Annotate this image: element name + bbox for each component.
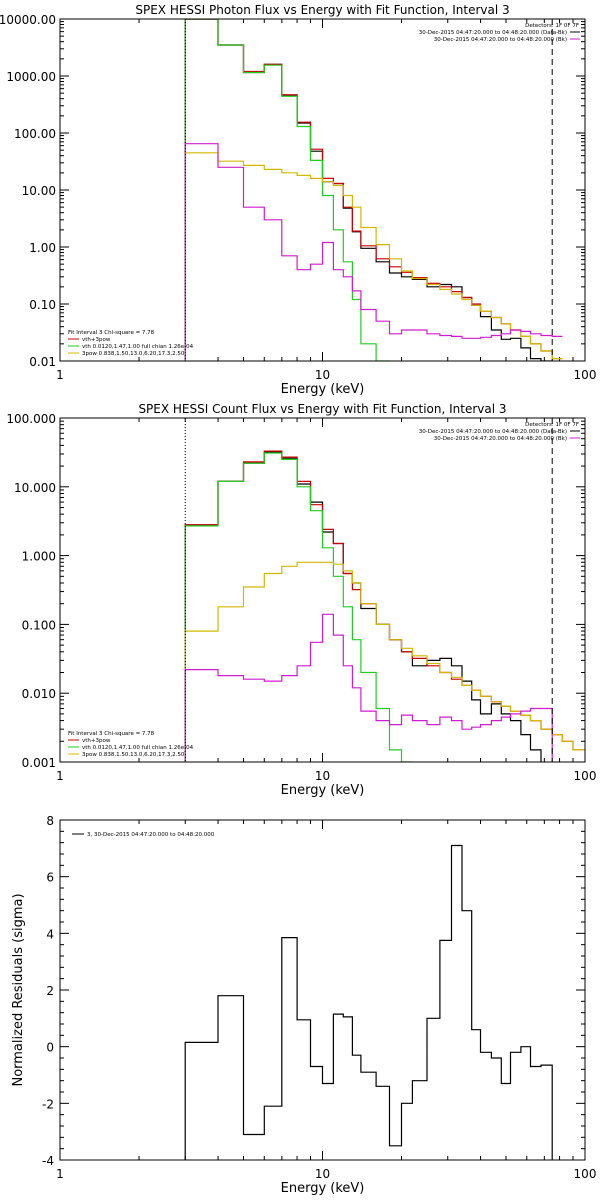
y-tick-label: 1.00 [29, 241, 56, 255]
y-tick-label: 100.00 [14, 127, 56, 141]
series-3pow-line [184, 152, 563, 361]
header-line: Detectors: 1F 0F 7F [525, 422, 579, 428]
y-tick-label: 0.010 [22, 687, 56, 701]
header-line: Detectors: 1F 0F 7F [525, 23, 579, 29]
x-tick-label: 1 [56, 1167, 64, 1181]
series-vth-line [184, 19, 391, 361]
header-line: 30-Dec-2015 04:47:20.000 to 04:48:20.000… [419, 429, 567, 435]
y-tick-label: 0.01 [29, 355, 56, 369]
plot-area [184, 19, 563, 361]
header-line: 30-Dec-2015 04:47:20.000 to 04:48:20.000… [434, 37, 567, 43]
series-vth-3pow-line [184, 450, 585, 762]
plot-area [184, 450, 585, 762]
series-3pow-line [184, 561, 585, 762]
y-tick-label: 10.000 [14, 481, 56, 495]
x-tick-label: 100 [574, 1167, 597, 1181]
x-tick-label: 10 [315, 368, 330, 382]
series-vth-line [184, 452, 413, 762]
plot-frame [59, 417, 586, 763]
plot-frame [59, 819, 586, 1161]
y-tick-label: 0.100 [22, 618, 56, 632]
series-bk-line [184, 613, 553, 762]
series-data-bk-line [184, 19, 553, 361]
legend-title: Fit Interval 3 Chi-square = 7.78 [68, 330, 155, 336]
y-tick-label: 10.00 [22, 184, 56, 198]
plot-area [184, 844, 553, 1160]
y-axis-label: Normalized Residuals (sigma) [11, 893, 26, 1086]
y-tick-label: 0.10 [29, 298, 56, 312]
header-line: 30-Dec-2015 04:47:20.000 to 04:48:20.000… [434, 436, 567, 442]
series-data-bk-line [184, 451, 542, 762]
chart-title: SPEX HESSI Photon Flux vs Energy with Fi… [135, 3, 509, 17]
y-tick-label: -2 [42, 1097, 54, 1111]
x-tick-label: 10 [315, 1167, 330, 1181]
x-axis-label: Energy (keV) [281, 1181, 365, 1196]
header-line: 30-Dec-2015 04:47:20.000 to 04:48:20.000… [419, 30, 567, 36]
y-tick-label: 4 [46, 927, 54, 941]
series-bk-line [184, 143, 563, 361]
series-vth-3pow-line [184, 19, 563, 361]
legend-entry: vth 0.0120,1.47,1.00 full chian 1.26e-04 [82, 745, 194, 751]
x-tick-label: 100 [574, 368, 597, 382]
legend-entry: 3, 30-Dec-2015 04:47:20.000 to 04:48:20.… [87, 832, 215, 838]
legend-entry: vth+3pow [82, 738, 111, 744]
series-residuals-line [184, 844, 553, 1160]
x-tick-label: 1 [56, 769, 64, 783]
y-tick-label: 1.000 [22, 550, 56, 564]
y-tick-label: 0 [46, 1041, 54, 1055]
x-axis-label: Energy (keV) [281, 783, 365, 798]
y-tick-label: 100.000 [6, 412, 56, 426]
legend-title: Fit Interval 3 Chi-square = 7.78 [68, 731, 155, 737]
x-tick-label: 100 [574, 769, 597, 783]
y-tick-label: 0.001 [22, 756, 56, 770]
legend-entry: vth+3pow [82, 337, 111, 343]
plot-frame [59, 18, 586, 362]
legend-entry: 3pow 0.838,1.50,13.0,6.20,17.3,2.50 [82, 752, 185, 758]
chart-title: SPEX HESSI Count Flux vs Energy with Fit… [138, 402, 506, 416]
y-tick-label: 1000.00 [6, 70, 56, 84]
x-axis-label: Energy (keV) [281, 382, 365, 397]
x-tick-label: 1 [56, 368, 64, 382]
legend-entry: 3pow 0.838,1.50,13.0,6.20,17.3,2.50 [82, 351, 185, 357]
y-tick-label: 6 [46, 871, 54, 885]
x-tick-label: 10 [315, 769, 330, 783]
y-tick-label: 10000.00 [0, 13, 56, 27]
y-tick-label: -4 [42, 1154, 54, 1168]
y-tick-label: 2 [46, 984, 54, 998]
y-tick-label: 8 [46, 814, 54, 828]
legend-entry: vth 0.0120,1.47,1.00 full chian 1.26e-04 [82, 344, 194, 350]
